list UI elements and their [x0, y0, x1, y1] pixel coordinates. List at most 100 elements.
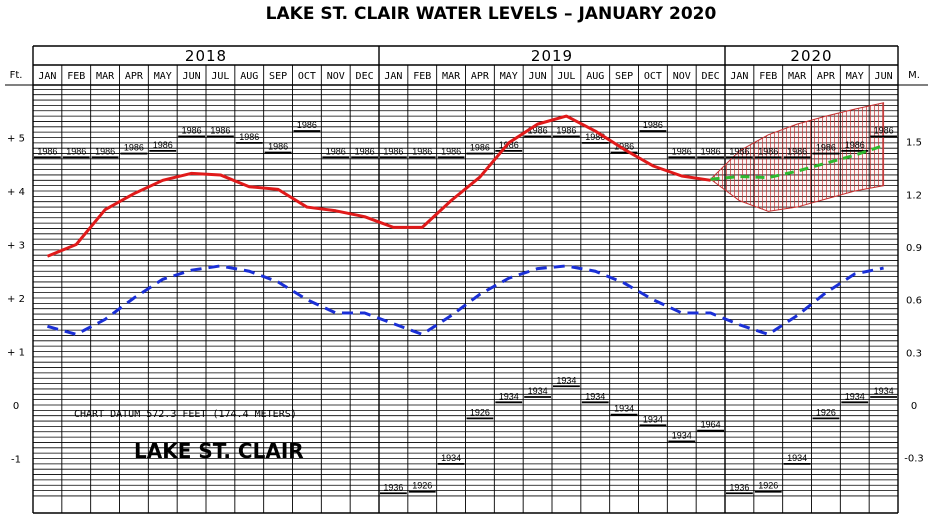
record-high-year: 1986 [412, 146, 432, 156]
record-high-year: 1986 [66, 146, 86, 156]
record-high-year: 1986 [643, 120, 663, 130]
feet-tick-label: + 4 [7, 187, 25, 198]
month-label: FEB [759, 71, 777, 82]
left-unit-label: Ft. [10, 70, 23, 81]
feet-tick-label: 0 [13, 401, 19, 412]
meter-tick-label: 0 [911, 401, 917, 412]
record-high-year: 1986 [787, 146, 807, 156]
month-label: FEB [413, 71, 431, 82]
month-label: JUN [183, 71, 201, 82]
chart-title: LAKE ST. CLAIR WATER LEVELS – JANUARY 20… [266, 4, 717, 24]
record-low-year: 1934 [874, 386, 894, 396]
month-label: NOV [673, 71, 691, 82]
lake-name-label: LAKE ST. CLAIR [134, 439, 304, 463]
record-high-year: 1986 [297, 120, 317, 130]
long-term-average-line [47, 264, 884, 337]
axis-labels: 2018 2019 2020 JAN FEB MAR APR MAY JUN JUL AUG SEP O… [7, 47, 924, 466]
meter-tick-label: 0.9 [906, 243, 922, 254]
record-high-year: 1986 [383, 146, 403, 156]
chart-datum-note: CHART DATUM 572.3 FEET (174.4 METERS) [74, 409, 297, 420]
feet-tick-label: + 3 [7, 241, 25, 252]
record-low-year: 1934 [614, 404, 634, 414]
month-label: MAR [96, 71, 115, 82]
month-label: MAR [788, 71, 807, 82]
record-high-year: 1986 [239, 132, 259, 142]
month-label: MAR [442, 71, 461, 82]
month-label: DEC [356, 71, 374, 82]
record-high-year: 1986 [816, 143, 836, 153]
record-low-year: 1934 [528, 386, 548, 396]
month-label: MAY [500, 71, 518, 82]
record-low-year: 1934 [672, 430, 692, 440]
record-high-year: 1986 [268, 141, 288, 151]
month-label: APR [471, 71, 490, 82]
feet-tick-label: -1 [11, 455, 21, 466]
record-high-year: 1986 [470, 143, 490, 153]
record-high-year: 1986 [355, 146, 375, 156]
month-label: JAN [38, 71, 56, 82]
record-low-year: 1934 [585, 391, 605, 401]
record-low-year: 1926 [412, 481, 432, 491]
record-high-year: 1986 [326, 146, 346, 156]
year-label: 2020 [790, 47, 832, 65]
record-low-year: 1934 [499, 391, 519, 401]
record-high-year: 1986 [729, 146, 749, 156]
month-label: JUL [557, 71, 575, 82]
meter-tick-label: 0.3 [906, 348, 922, 359]
record-high-year: 1986 [153, 140, 173, 150]
month-label: SEP [269, 71, 287, 82]
record-high-year: 1986 [441, 146, 461, 156]
month-label: DEC [702, 71, 720, 82]
meter-tick-label: 1.2 [906, 190, 922, 201]
month-label: MAY [154, 71, 172, 82]
month-label: NOV [327, 71, 345, 82]
record-low-year: 1934 [441, 453, 461, 463]
record-low-year: 1926 [758, 481, 778, 491]
record-low-year: 1964 [701, 420, 721, 430]
meter-tick-label: 0.6 [906, 296, 922, 307]
month-label: OCT [298, 71, 316, 82]
month-label: MAY [846, 71, 864, 82]
record-low-year: 1934 [556, 375, 576, 385]
year-label: 2019 [531, 47, 573, 65]
month-label: APR [125, 71, 144, 82]
record-high-year: 1986 [210, 125, 230, 135]
record-high-year: 1986 [528, 125, 548, 135]
record-high-year: 1986 [556, 125, 576, 135]
record-low-year: 1934 [845, 391, 865, 401]
record-high-year: 1986 [37, 146, 57, 156]
meter-tick-label: 1.5 [906, 138, 922, 149]
month-label: AUG [240, 71, 258, 82]
record-high-year: 1986 [874, 125, 894, 135]
series [46, 114, 885, 337]
record-high-year: 1986 [182, 125, 202, 135]
meter-tick-label: -0.3 [904, 454, 924, 465]
record-low-year: 1934 [643, 414, 663, 424]
right-unit-label: M. [908, 70, 920, 81]
record-high-year: 1986 [585, 132, 605, 142]
feet-tick-label: + 5 [7, 134, 25, 145]
record-low-year: 1936 [383, 482, 403, 492]
record-high-year: 1986 [124, 143, 144, 153]
month-label: JUN [875, 71, 893, 82]
month-label: SEP [615, 71, 633, 82]
month-label: JAN [730, 71, 748, 82]
record-high-year: 1986 [614, 141, 634, 151]
record-high-year: 1986 [701, 146, 721, 156]
record-high-year: 1986 [672, 146, 692, 156]
feet-tick-label: + 2 [7, 294, 25, 305]
month-label: JUN [529, 71, 547, 82]
feet-tick-label: + 1 [7, 348, 25, 359]
month-label: JUL [211, 71, 229, 82]
month-label: APR [817, 71, 836, 82]
month-label: AUG [586, 71, 604, 82]
year-label: 2018 [185, 47, 227, 65]
record-low-year: 1926 [470, 407, 490, 417]
record-low-year: 1926 [816, 407, 836, 417]
record-low-year: 1936 [729, 482, 749, 492]
record-high-year: 1986 [845, 140, 865, 150]
month-label: JAN [384, 71, 402, 82]
record-high-year: 1986 [758, 146, 778, 156]
month-label: OCT [644, 71, 662, 82]
